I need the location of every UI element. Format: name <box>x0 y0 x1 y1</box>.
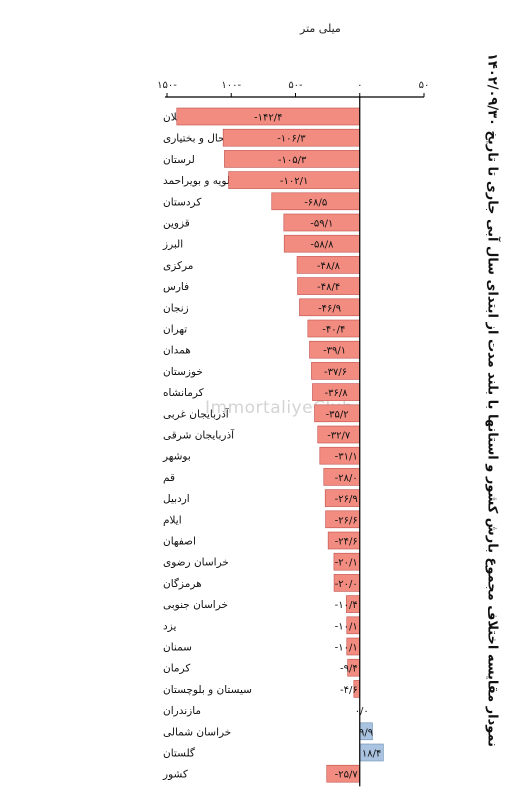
category-label: ایلام <box>163 514 182 526</box>
axis-unit-label: میلی متر <box>300 22 341 35</box>
category-label: البرز <box>162 239 183 251</box>
x-tick-label: ۱۵۰- <box>157 80 177 91</box>
category-label: هرمزگان <box>163 577 202 590</box>
data-label: -۱۰/۴ <box>335 600 358 611</box>
data-label: -۲۶/۶ <box>335 515 358 526</box>
data-label: -۴۸/۸ <box>317 261 341 272</box>
data-label: -۳۹/۱ <box>323 346 346 357</box>
data-label: -۱۴۲/۴ <box>254 113 282 124</box>
category-label: همدان <box>163 345 191 357</box>
category-label: کردستان <box>163 196 201 208</box>
category-label: یزد <box>163 620 176 632</box>
category-label: تهران <box>163 324 187 336</box>
x-tick-label: ۱۰۰- <box>221 80 241 91</box>
category-label: اردبیل <box>163 493 190 505</box>
data-label: -۱۰۶/۳ <box>277 134 306 145</box>
category-label: گلستان <box>163 747 195 760</box>
data-label: -۵۹/۱ <box>310 219 333 230</box>
x-tick-label: ۰ <box>357 80 362 91</box>
x-tick-label: ۵۰- <box>288 80 303 91</box>
data-label: -۳۶/۸ <box>325 388 349 399</box>
category-label: لرستان <box>163 154 195 166</box>
category-label: مرکزی <box>163 260 193 272</box>
data-label: -۳۲/۷ <box>327 431 351 442</box>
data-label: -۲۰/۱ <box>335 558 358 569</box>
category-label: خراسان رضوی <box>163 557 229 569</box>
data-label: -۱۰۵/۳ <box>278 155 307 166</box>
category-label: کرمان <box>163 663 190 675</box>
data-label: -۵۸/۸ <box>310 240 334 251</box>
category-label: خوزستان <box>163 366 203 378</box>
data-label: -۴۶/۹ <box>318 303 341 314</box>
category-label: سیستان و بلوچستان <box>163 684 252 696</box>
category-label: قم <box>163 472 175 484</box>
category-label: اصفهان <box>163 536 196 548</box>
data-label: -۹/۴ <box>340 664 358 675</box>
data-label: ۹/۹ <box>359 727 373 738</box>
category-label: فارس <box>163 281 189 293</box>
data-label: ۰/۰ <box>355 706 369 717</box>
data-label: -۱۰/۱ <box>335 643 358 654</box>
data-label: -۱۰/۱ <box>335 621 358 632</box>
category-label: خراسان جنوبی <box>163 599 228 611</box>
data-label: -۲۴/۶ <box>335 537 358 548</box>
data-label: -۴۰/۴ <box>322 325 345 336</box>
data-label: -۲۸/۰ <box>335 473 358 484</box>
category-label: زنجان <box>163 302 189 314</box>
category-label: سمنان <box>163 642 192 654</box>
data-label: -۲۵/۷ <box>335 770 359 781</box>
data-label: -۴/۶ <box>340 685 358 696</box>
x-tick-label: ۵۰ <box>419 80 430 91</box>
data-label: ۱۸/۴ <box>362 749 381 760</box>
category-label: خراسان شمالی <box>163 726 231 738</box>
data-label: -۲۰/۰ <box>335 579 358 590</box>
data-label: -۳۱/۱ <box>335 452 358 463</box>
data-label: -۴۸/۴ <box>317 282 340 293</box>
data-label: -۶۸/۵ <box>304 197 327 208</box>
category-label: آذربایجان شرقی <box>163 429 235 442</box>
category-label: کهگیلویه و بویراحمد <box>163 174 249 187</box>
category-label: بوشهر <box>162 451 191 463</box>
category-label: آذربایجان غربی <box>163 407 230 420</box>
data-label: -۱۰۲/۱ <box>280 176 308 187</box>
data-label: -۲۶/۹ <box>335 494 358 505</box>
category-label: کشور <box>162 769 188 781</box>
data-label: -۳۵/۲ <box>326 409 349 420</box>
category-label: مازندران <box>163 705 201 717</box>
data-label: -۳۷/۶ <box>324 367 347 378</box>
category-label: قزوین <box>163 218 190 230</box>
category-label: کرمانشاه <box>163 387 204 399</box>
